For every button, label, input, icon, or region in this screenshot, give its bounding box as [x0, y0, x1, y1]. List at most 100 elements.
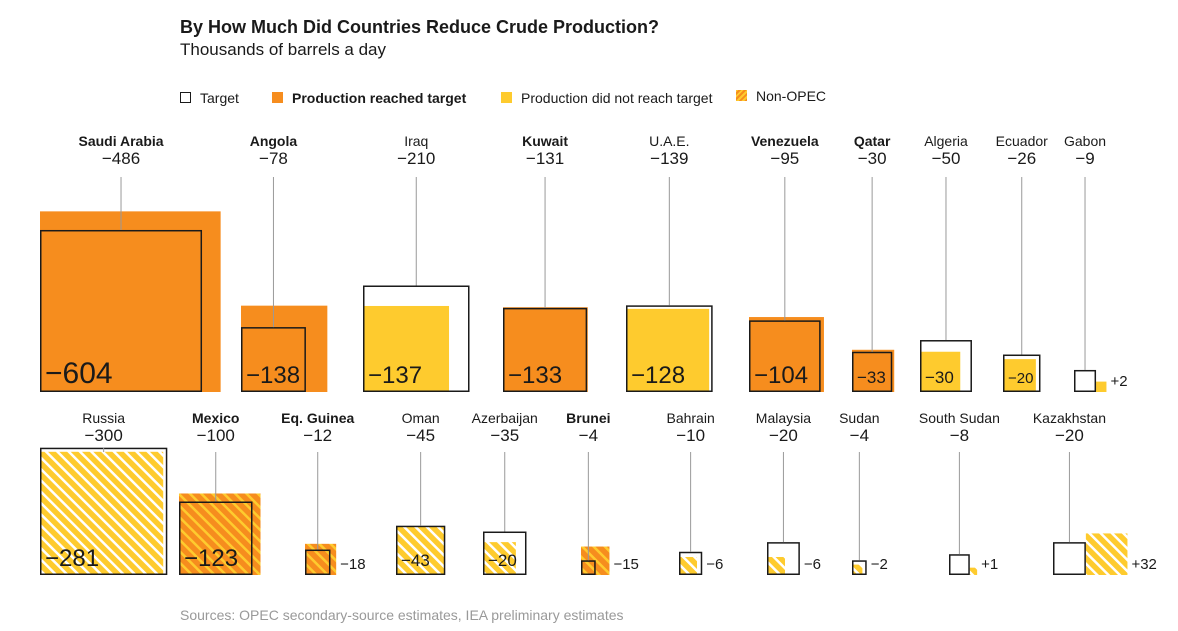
actual-label-u-a-e: −128: [631, 362, 685, 389]
legend-reached-swatch: [272, 92, 283, 103]
country-label-iraq: Iraq: [404, 133, 428, 149]
target-square-venezuela: [749, 320, 821, 392]
target-label-sudan: −4: [850, 426, 869, 445]
country-label-ecuador: Ecuador: [996, 133, 1048, 149]
actual-label-mexico: −123: [184, 545, 238, 572]
legend-non-opec-swatch: [736, 90, 747, 101]
country-label-saudi-arabia: Saudi Arabia: [78, 133, 163, 149]
source-note: Sources: OPEC secondary-source estimates…: [180, 607, 624, 623]
country-label-azerbaijan: Azerbaijan: [472, 410, 538, 426]
target-label-azerbaijan: −35: [490, 426, 519, 445]
target-label-russia: −300: [85, 426, 123, 445]
country-label-mexico: Mexico: [192, 410, 239, 426]
target-label-angola: −78: [259, 149, 288, 168]
target-label-iraq: −210: [397, 149, 435, 168]
actual-square-qatar: [852, 349, 895, 392]
target-square-bahrain: [679, 551, 703, 576]
actual-square-algeria: [920, 351, 961, 392]
actual-label-russia: −281: [45, 545, 99, 572]
actual-label-brunei: −15: [613, 556, 638, 573]
target-label-u-a-e: −139: [650, 149, 688, 168]
actual-label-algeria: −30: [925, 368, 954, 387]
target-label-gabon: −9: [1075, 149, 1094, 168]
target-square-angola: [241, 327, 306, 392]
target-square-azerbaijan: [483, 531, 527, 575]
actual-label-sudan: −2: [871, 556, 888, 573]
target-square-mexico: [179, 501, 253, 575]
target-label-kuwait: −131: [526, 149, 564, 168]
target-square-kazakhstan: [1053, 542, 1086, 576]
target-square-oman: [396, 525, 446, 575]
country-label-sudan: Sudan: [839, 410, 879, 426]
target-label-malaysia: −20: [769, 426, 798, 445]
actual-label-eq-guinea: −18: [340, 556, 365, 573]
actual-square-iraq: [363, 305, 450, 392]
target-square-saudi-arabia: [40, 229, 203, 392]
actual-label-south-sudan: +1: [981, 556, 998, 573]
legend-target-label: Target: [200, 90, 239, 106]
actual-label-gabon: +2: [1110, 373, 1127, 390]
country-label-angola: Angola: [250, 133, 298, 149]
country-label-kazakhstan: Kazakhstan: [1033, 410, 1106, 426]
country-label-oman: Oman: [402, 410, 440, 426]
target-label-brunei: −4: [579, 426, 598, 445]
actual-square-ecuador: [1003, 359, 1036, 392]
target-square-gabon: [1074, 369, 1097, 393]
actual-label-saudi-arabia: −604: [45, 357, 113, 390]
target-label-mexico: −100: [197, 426, 235, 445]
actual-square-south-sudan: [969, 567, 978, 575]
actual-label-oman: −43: [401, 551, 430, 570]
actual-square-bahrain: [679, 556, 698, 575]
actual-square-azerbaijan: [483, 542, 516, 575]
target-label-ecuador: −26: [1007, 149, 1036, 168]
legend-reached-label: Production reached target: [292, 90, 467, 106]
target-label-oman: −45: [406, 426, 435, 445]
actual-label-venezuela: −104: [754, 362, 808, 389]
target-square-u-a-e: [626, 305, 713, 393]
country-label-malaysia: Malaysia: [756, 410, 811, 426]
actual-label-malaysia: −6: [804, 556, 821, 573]
legend-non-opec-label: Non-OPEC: [756, 88, 827, 104]
country-label-algeria: Algeria: [924, 133, 968, 149]
actual-label-kazakhstan: +32: [1131, 556, 1156, 573]
target-square-qatar: [852, 351, 893, 393]
actual-square-venezuela: [749, 317, 824, 392]
country-label-bahrain: Bahrain: [666, 410, 714, 426]
actual-label-qatar: −33: [857, 368, 886, 387]
target-square-iraq: [363, 285, 470, 392]
country-label-venezuela: Venezuela: [751, 133, 819, 149]
country-label-russia: Russia: [82, 410, 125, 426]
target-label-eq-guinea: −12: [303, 426, 332, 445]
actual-square-sudan: [852, 564, 863, 575]
target-label-kazakhstan: −20: [1055, 426, 1084, 445]
actual-label-bahrain: −6: [706, 556, 723, 573]
actual-label-angola: −138: [246, 362, 300, 389]
country-label-gabon: Gabon: [1064, 133, 1106, 149]
target-square-malaysia: [767, 542, 800, 576]
actual-square-u-a-e: [626, 308, 710, 392]
actual-label-iraq: −137: [368, 362, 422, 389]
country-label-brunei: Brunei: [566, 410, 610, 426]
target-square-eq-guinea: [305, 549, 331, 576]
legend-not-reached-swatch: [501, 92, 512, 103]
country-label-qatar: Qatar: [854, 133, 891, 149]
target-label-algeria: −50: [932, 149, 961, 168]
target-square-sudan: [852, 560, 867, 575]
legend-target-swatch: [180, 92, 191, 103]
actual-square-kazakhstan: [1085, 533, 1128, 575]
target-label-south-sudan: −8: [950, 426, 969, 445]
target-square-ecuador: [1003, 354, 1041, 393]
country-label-kuwait: Kuwait: [522, 133, 568, 149]
target-square-south-sudan: [949, 554, 970, 575]
legend-not-reached-label: Production did not reach target: [521, 90, 713, 106]
target-square-brunei: [581, 560, 596, 575]
target-label-saudi-arabia: −486: [102, 149, 140, 168]
chart-title: By How Much Did Countries Reduce Crude P…: [180, 17, 660, 37]
target-label-venezuela: −95: [770, 149, 799, 168]
actual-label-azerbaijan: −20: [488, 551, 517, 570]
chart-subtitle: Thousands of barrels a day: [180, 40, 387, 59]
actual-square-eq-guinea: [305, 543, 337, 575]
target-label-qatar: −30: [858, 149, 887, 168]
actual-square-saudi-arabia: [40, 211, 221, 392]
